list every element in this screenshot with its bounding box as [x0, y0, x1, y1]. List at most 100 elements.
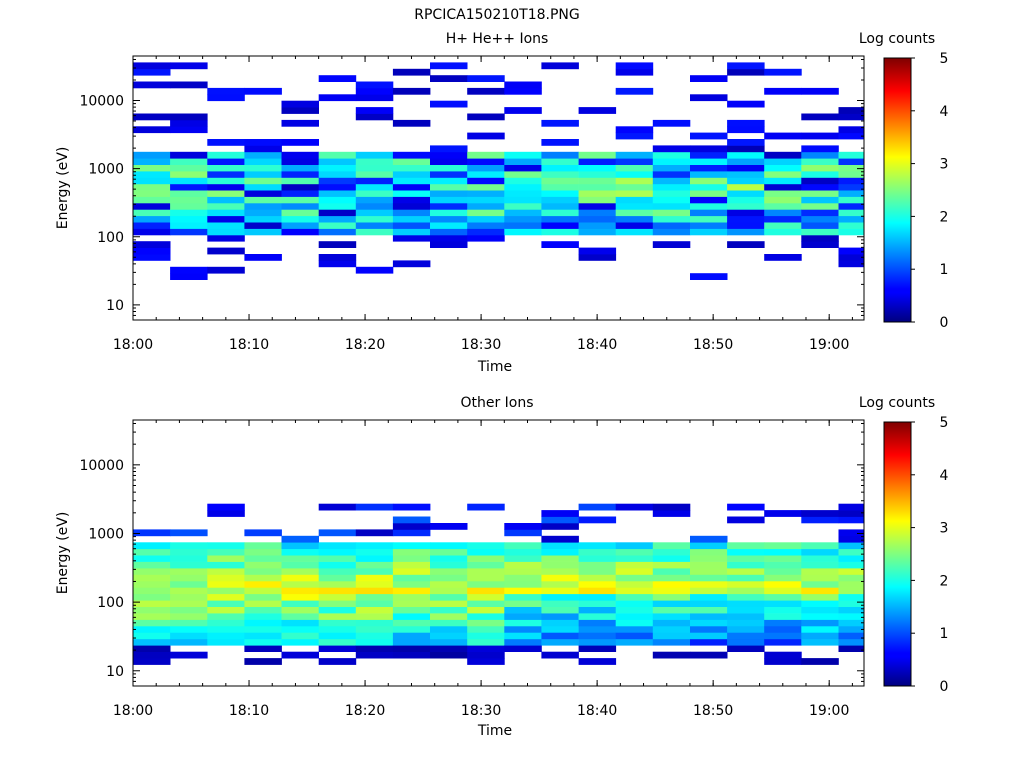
heatmap-cell: [355, 555, 394, 562]
heatmap-cell: [727, 574, 765, 582]
heatmap-cell: [652, 632, 691, 640]
heatmap-cell: [578, 151, 617, 159]
heatmap-cell: [467, 651, 505, 659]
heatmap-cell: [318, 177, 357, 185]
heatmap-cell: [727, 202, 765, 210]
y-tick-label: 100: [97, 595, 124, 611]
heatmap-cell: [133, 177, 171, 185]
heatmap-cell: [838, 638, 864, 646]
heatmap-cell: [801, 606, 839, 614]
heatmap-cell: [467, 548, 505, 556]
heatmap-cell: [838, 222, 864, 229]
heatmap-cell: [392, 158, 431, 165]
heatmap-cell: [133, 548, 171, 556]
heatmap-cell: [318, 260, 357, 268]
heatmap-cell: [318, 568, 357, 575]
heatmap-cell: [318, 548, 357, 556]
heatmap-cell: [207, 600, 245, 607]
heatmap-cell: [281, 183, 319, 191]
heatmap-cell: [355, 87, 394, 95]
heatmap-cell: [578, 107, 617, 114]
heatmap-cell: [615, 87, 654, 95]
heatmap-cell: [727, 542, 765, 550]
heatmap-cell: [133, 183, 171, 191]
x-tick-label: 18:20: [345, 337, 385, 353]
heatmap-cell: [170, 171, 208, 178]
heatmap-cell: [133, 254, 171, 261]
heatmap-cell: [652, 561, 691, 569]
heatmap-cell: [355, 81, 394, 89]
heatmap-cell: [690, 151, 728, 159]
heatmap-cell: [170, 222, 208, 229]
heatmap-cell: [430, 580, 468, 588]
heatmap-cell: [467, 183, 505, 191]
heatmap-cell: [801, 568, 839, 575]
heatmap-cell: [838, 555, 864, 562]
heatmap-cell: [578, 222, 617, 229]
heatmap-cell: [764, 561, 802, 569]
heatmap-cell: [392, 215, 431, 223]
heatmap-cell: [207, 613, 245, 620]
heatmap-cell: [838, 247, 864, 255]
heatmap-cell: [578, 177, 617, 185]
heatmap-cell: [838, 600, 864, 607]
heatmap-cell: [430, 523, 468, 530]
heatmap-cell: [170, 555, 208, 562]
heatmap-cell: [615, 151, 654, 159]
heatmap-cell: [281, 215, 319, 223]
heatmap-cell: [392, 587, 431, 595]
heatmap-cell: [207, 196, 245, 204]
heatmap-cell: [244, 164, 282, 172]
heatmap-cell: [467, 87, 505, 95]
heatmap-cell: [244, 645, 282, 652]
y-axis-label: Energy (eV): [55, 147, 71, 230]
y-tick-label: 1000: [88, 526, 124, 542]
heatmap-cell: [652, 548, 691, 556]
heatmap-cell: [727, 119, 765, 127]
heatmap-cell: [355, 158, 394, 165]
plot-frame: [132, 55, 865, 321]
heatmap-cell: [541, 209, 579, 217]
heatmap-cell: [467, 171, 505, 178]
heatmap-cell: [133, 568, 171, 575]
heatmap-cells: [133, 503, 864, 665]
heatmap-cell: [207, 247, 245, 255]
heatmap-cell: [244, 177, 282, 185]
heatmap-cell: [133, 126, 171, 134]
heatmap-cell: [764, 68, 802, 76]
heatmap-cell: [355, 529, 394, 537]
heatmap-cell: [578, 215, 617, 223]
heatmap-cell: [504, 151, 542, 159]
heatmap-cell: [541, 632, 579, 640]
heatmap-cell: [170, 158, 208, 165]
x-tick-label: 18:10: [229, 703, 269, 719]
heatmap-cell: [133, 81, 171, 89]
heatmap-cell: [541, 587, 579, 595]
heatmap-cell: [392, 555, 431, 562]
heatmap-cell: [801, 587, 839, 595]
heatmap-cell: [207, 177, 245, 185]
heatmap-cell: [801, 222, 839, 229]
heatmap-cell: [318, 164, 357, 172]
heatmap-cell: [355, 266, 394, 274]
heatmap-cell: [541, 158, 579, 165]
heatmap-cell: [392, 574, 431, 582]
heatmap-cell: [504, 177, 542, 185]
heatmap-cell: [318, 241, 357, 248]
heatmap-cell: [355, 164, 394, 172]
heatmap-cell: [541, 190, 579, 197]
heatmap-cell: [541, 516, 579, 524]
heatmap-cell: [615, 228, 654, 236]
heatmap-cell: [727, 561, 765, 569]
heatmap-cell: [281, 190, 319, 197]
heatmap-cell: [133, 196, 171, 204]
heatmap-cell: [318, 196, 357, 204]
heatmap-cell: [801, 215, 839, 223]
heatmap-cell: [392, 171, 431, 178]
heatmap-cell: [133, 215, 171, 223]
heatmap-cell: [430, 158, 468, 165]
heatmap-cell: [207, 619, 245, 627]
heatmap-cell: [541, 523, 579, 530]
heatmap-cell: [690, 580, 728, 588]
heatmap-cell: [764, 568, 802, 575]
